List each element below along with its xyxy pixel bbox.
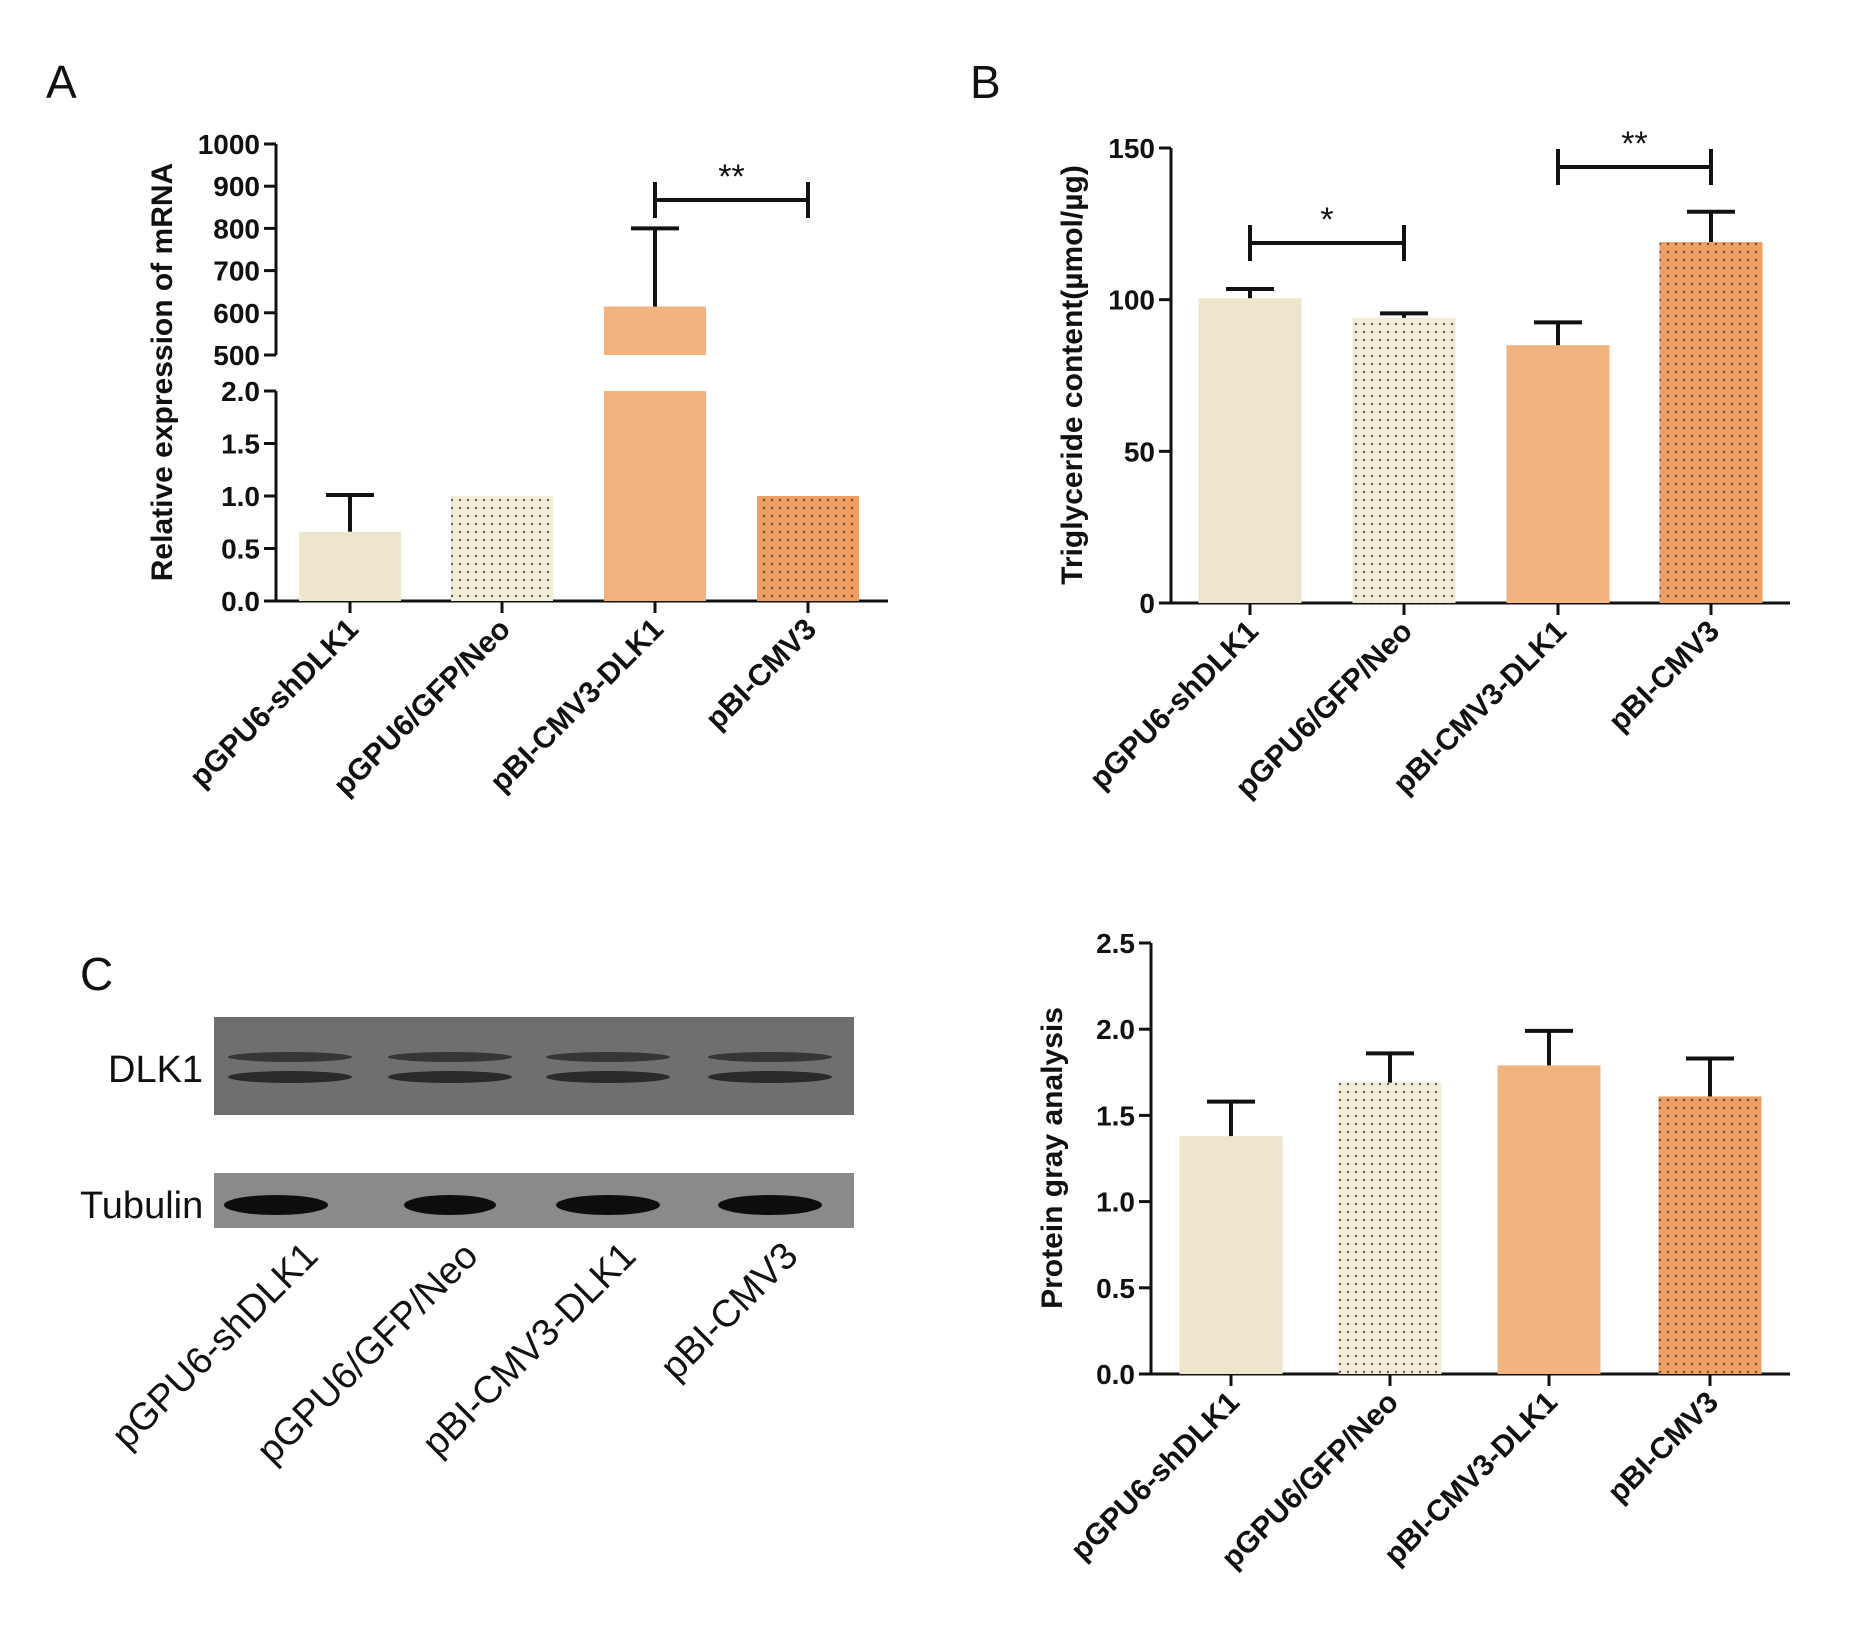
bar: [1338, 1082, 1442, 1374]
y-tick-label: 0.0: [221, 586, 260, 617]
bar-lower-segment: [604, 391, 706, 601]
y-axis-label: Relative expression of mRNA: [146, 163, 179, 581]
y-tick-label: 500: [213, 340, 260, 371]
y-tick-label: 900: [213, 171, 260, 202]
panel-letter-a: A: [46, 56, 77, 108]
bar: [1659, 242, 1763, 604]
y-tick-label: 0: [1139, 588, 1155, 619]
bar: [1497, 1065, 1601, 1374]
y-tick-label: 0.5: [221, 534, 260, 565]
y-axis-label: Protein gray analysis: [1036, 1007, 1069, 1309]
blot-lane-label: pBI-CMV3: [653, 1235, 807, 1389]
y-tick-label: 1.0: [1096, 1187, 1135, 1218]
y-tick-label: 0.5: [1096, 1273, 1135, 1304]
y-tick-label: 50: [1124, 436, 1155, 467]
tubulin-band: [556, 1195, 660, 1215]
y-tick-label: 100: [1108, 285, 1155, 316]
dlk1-band-upper: [708, 1052, 832, 1062]
significance-label: **: [718, 158, 744, 196]
panel-letter-b: B: [970, 56, 1001, 108]
y-tick-label: 1.5: [221, 429, 260, 460]
x-tick-label: pGPU6/GFP/Neo: [1215, 1386, 1405, 1576]
y-tick-label: 2.0: [1096, 1014, 1135, 1045]
chart-c-protein-gray: 0.0 0.5 1.0 1.5 2.0 2.5 Protein gray analysis p…: [1036, 928, 1790, 1575]
y-tick-label: 2.5: [1096, 928, 1135, 959]
y-tick-label: 800: [213, 213, 260, 244]
bar: [1352, 317, 1456, 603]
y-tick-label: 150: [1108, 133, 1155, 164]
x-tick-label: pBI-CMV3: [1601, 1386, 1725, 1510]
significance-label: *: [1320, 201, 1333, 239]
blot-row-label: DLK1: [108, 1049, 203, 1091]
x-tick-label: pGPU6-shDLK1: [184, 613, 365, 794]
panel-letter-c: C: [80, 948, 113, 1000]
blot-row-label: Tubulin: [80, 1185, 203, 1227]
bar: [299, 531, 401, 601]
y-tick-label: 600: [213, 298, 260, 329]
dlk1-band-lower: [546, 1071, 670, 1083]
tubulin-band: [404, 1195, 496, 1215]
western-blot: DLK1TubulinpGPU6-shDLK1pGPU6/GFP/NeopBI-…: [80, 1017, 854, 1472]
dlk1-band-lower: [388, 1071, 512, 1083]
y-tick-label: 2.0: [221, 376, 260, 407]
bar: [451, 496, 553, 601]
bar: [1658, 1096, 1762, 1374]
x-tick-label: pBI-CMV3-DLK1: [1378, 1386, 1564, 1572]
bar: [1179, 1136, 1283, 1374]
y-tick-label: 700: [213, 256, 260, 287]
x-tick-label: pBI-CMV3: [1602, 615, 1726, 739]
y-tick-label: 0.0: [1096, 1359, 1135, 1390]
x-tick-label: pGPU6-shDLK1: [1065, 1386, 1246, 1567]
y-axis-label: Triglyceride content(µmol/µg): [1056, 165, 1089, 585]
chart-a-relative-expression: 0.0 0.5 1.0 1.5 2.0 500 600 700 800 900 1000 Relati…: [146, 129, 888, 802]
dlk1-band-lower: [708, 1071, 832, 1083]
x-tick-label: pGPU6-shDLK1: [1084, 615, 1265, 796]
dlk1-band-upper: [388, 1052, 512, 1062]
x-tick-label: pBI-CMV3: [699, 613, 823, 737]
y-tick-label: 1.0: [221, 481, 260, 512]
dlk1-band-upper: [228, 1052, 352, 1062]
significance-label: **: [1621, 125, 1647, 163]
y-tick-label: 1000: [198, 129, 260, 160]
dlk1-band-upper: [546, 1052, 670, 1062]
dlk1-blot-strip: [214, 1017, 854, 1115]
tubulin-band: [718, 1195, 822, 1215]
bar: [757, 496, 859, 601]
bar: [1198, 298, 1302, 603]
y-tick-label: 1.5: [1096, 1100, 1135, 1131]
bar: [1506, 345, 1610, 603]
bar-upper-segment: [604, 306, 706, 355]
x-tick-label: pBI-CMV3-DLK1: [1387, 615, 1573, 801]
dlk1-band-lower: [228, 1071, 352, 1083]
tubulin-band: [224, 1195, 328, 1215]
